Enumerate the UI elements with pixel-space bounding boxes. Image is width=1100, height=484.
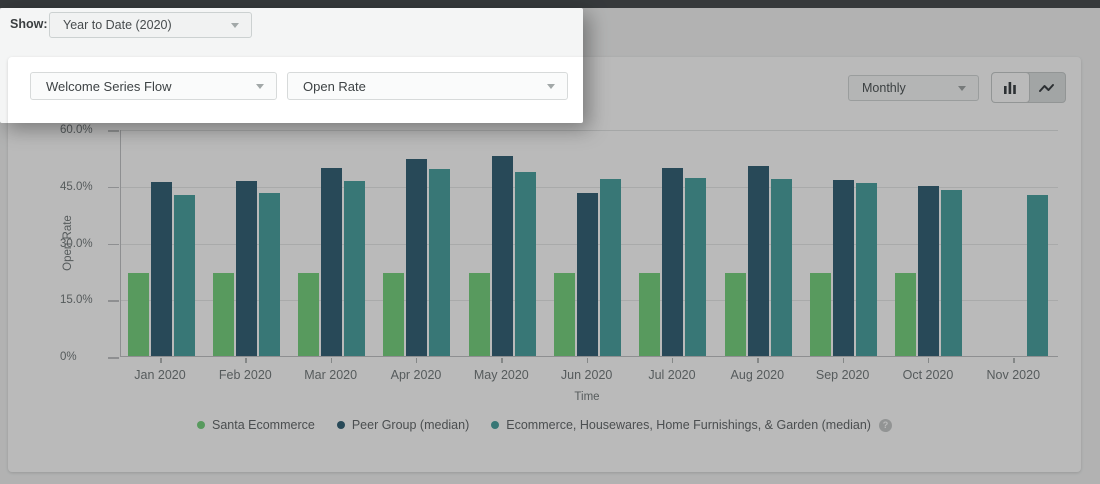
line-chart-icon <box>1038 82 1055 94</box>
legend-item[interactable]: Peer Group (median) <box>337 418 469 432</box>
metric-dropdown-value: Open Rate <box>288 79 547 94</box>
bar[interactable] <box>577 193 598 356</box>
bar-chart-icon <box>1002 81 1018 95</box>
interval-dropdown[interactable]: Monthly <box>848 75 979 101</box>
legend-dot-icon <box>197 421 205 429</box>
bar[interactable] <box>639 273 660 356</box>
x-tick-mark <box>160 358 162 363</box>
page-root: Monthly Open Rate 60.0% 45.0% 30.0% 15.0% 0%… <box>0 0 1100 484</box>
y-tick-label: 15.0% <box>60 294 103 306</box>
show-dropdown-value: Year to Date (2020) <box>50 18 231 32</box>
x-axis-title: Time <box>542 391 632 403</box>
help-icon[interactable]: ? <box>879 419 892 432</box>
y-tick-label: 30.0% <box>60 238 103 250</box>
bar[interactable] <box>600 179 621 356</box>
x-tick-label: Jun 2020 <box>542 368 632 382</box>
bar[interactable] <box>492 156 513 356</box>
legend-label: Peer Group (median) <box>352 418 469 432</box>
bar[interactable] <box>344 181 365 356</box>
legend-item[interactable]: Ecommerce, Housewares, Home Furnishings,… <box>491 418 892 432</box>
bar[interactable] <box>895 273 916 356</box>
y-tick-label: 45.0% <box>60 181 103 193</box>
x-tick-mark <box>501 358 503 363</box>
bar-chart-button[interactable] <box>992 73 1029 102</box>
bar[interactable] <box>833 180 854 356</box>
bar[interactable] <box>662 168 683 356</box>
bar[interactable] <box>748 166 769 356</box>
bar[interactable] <box>383 273 404 356</box>
metric-dropdown[interactable]: Open Rate <box>287 72 568 100</box>
bar[interactable] <box>469 273 490 356</box>
bar[interactable] <box>128 273 149 356</box>
bar[interactable] <box>298 273 319 356</box>
bar[interactable] <box>810 273 831 356</box>
chevron-down-icon <box>256 84 264 89</box>
legend-item[interactable]: Santa Ecommerce <box>197 418 315 432</box>
bar[interactable] <box>685 178 706 356</box>
interval-dropdown-value: Monthly <box>849 81 958 95</box>
y-tick-mark <box>108 300 119 302</box>
bar[interactable] <box>429 169 450 356</box>
legend-dot-icon <box>337 421 345 429</box>
chevron-down-icon <box>547 84 555 89</box>
bar[interactable] <box>856 183 877 356</box>
chevron-down-icon <box>958 86 966 91</box>
x-tick-mark <box>587 358 589 363</box>
bar[interactable] <box>725 273 746 356</box>
bar[interactable] <box>321 168 342 356</box>
x-tick-mark <box>672 358 674 363</box>
show-dropdown[interactable]: Year to Date (2020) <box>49 12 252 38</box>
bar[interactable] <box>236 181 257 356</box>
legend: Santa Ecommerce Peer Group (median) Ecomme… <box>8 418 1081 432</box>
legend-label: Santa Ecommerce <box>212 418 315 432</box>
x-tick-mark <box>331 358 333 363</box>
top-navigation-strip <box>0 0 1100 8</box>
bar[interactable] <box>151 182 172 356</box>
bar[interactable] <box>174 195 195 356</box>
flow-dropdown-value: Welcome Series Flow <box>31 79 256 94</box>
legend-label: Ecommerce, Housewares, Home Furnishings,… <box>506 418 871 432</box>
y-tick-label: 0% <box>60 351 103 363</box>
bar[interactable] <box>941 190 962 356</box>
legend-dot-icon <box>491 421 499 429</box>
y-tick-mark <box>108 244 119 246</box>
y-tick-mark <box>108 130 119 132</box>
x-tick-label: Mar 2020 <box>286 368 376 382</box>
bar[interactable] <box>1027 195 1048 356</box>
x-tick-label: May 2020 <box>456 368 546 382</box>
x-tick-label: Feb 2020 <box>200 368 290 382</box>
x-tick-label: Aug 2020 <box>712 368 802 382</box>
y-tick-label: 60.0% <box>60 124 103 136</box>
x-tick-label: Jan 2020 <box>115 368 205 382</box>
x-tick-mark <box>928 358 930 363</box>
x-tick-mark <box>245 358 247 363</box>
y-tick-mark <box>108 357 119 359</box>
gridline <box>121 130 1058 131</box>
x-tick-mark <box>757 358 759 363</box>
bar[interactable] <box>515 172 536 356</box>
bar[interactable] <box>406 159 427 356</box>
y-tick-mark <box>108 187 119 189</box>
line-chart-button[interactable] <box>1029 73 1066 102</box>
chart-type-toggle <box>991 72 1066 103</box>
bar[interactable] <box>771 179 792 356</box>
chevron-down-icon <box>231 23 239 28</box>
x-tick-label: Jul 2020 <box>627 368 717 382</box>
x-tick-label: Apr 2020 <box>371 368 461 382</box>
plot-area <box>120 130 1058 357</box>
x-tick-label: Sep 2020 <box>798 368 888 382</box>
bar[interactable] <box>554 273 575 356</box>
x-tick-mark <box>843 358 845 363</box>
x-tick-mark <box>1013 358 1015 363</box>
bar[interactable] <box>259 193 280 356</box>
x-tick-label: Oct 2020 <box>883 368 973 382</box>
x-tick-label: Nov 2020 <box>968 368 1058 382</box>
x-tick-mark <box>416 358 418 363</box>
bar[interactable] <box>213 273 234 356</box>
bar[interactable] <box>918 186 939 356</box>
flow-dropdown[interactable]: Welcome Series Flow <box>30 72 277 100</box>
gridline <box>121 187 1058 188</box>
show-label: Show: <box>10 17 48 31</box>
